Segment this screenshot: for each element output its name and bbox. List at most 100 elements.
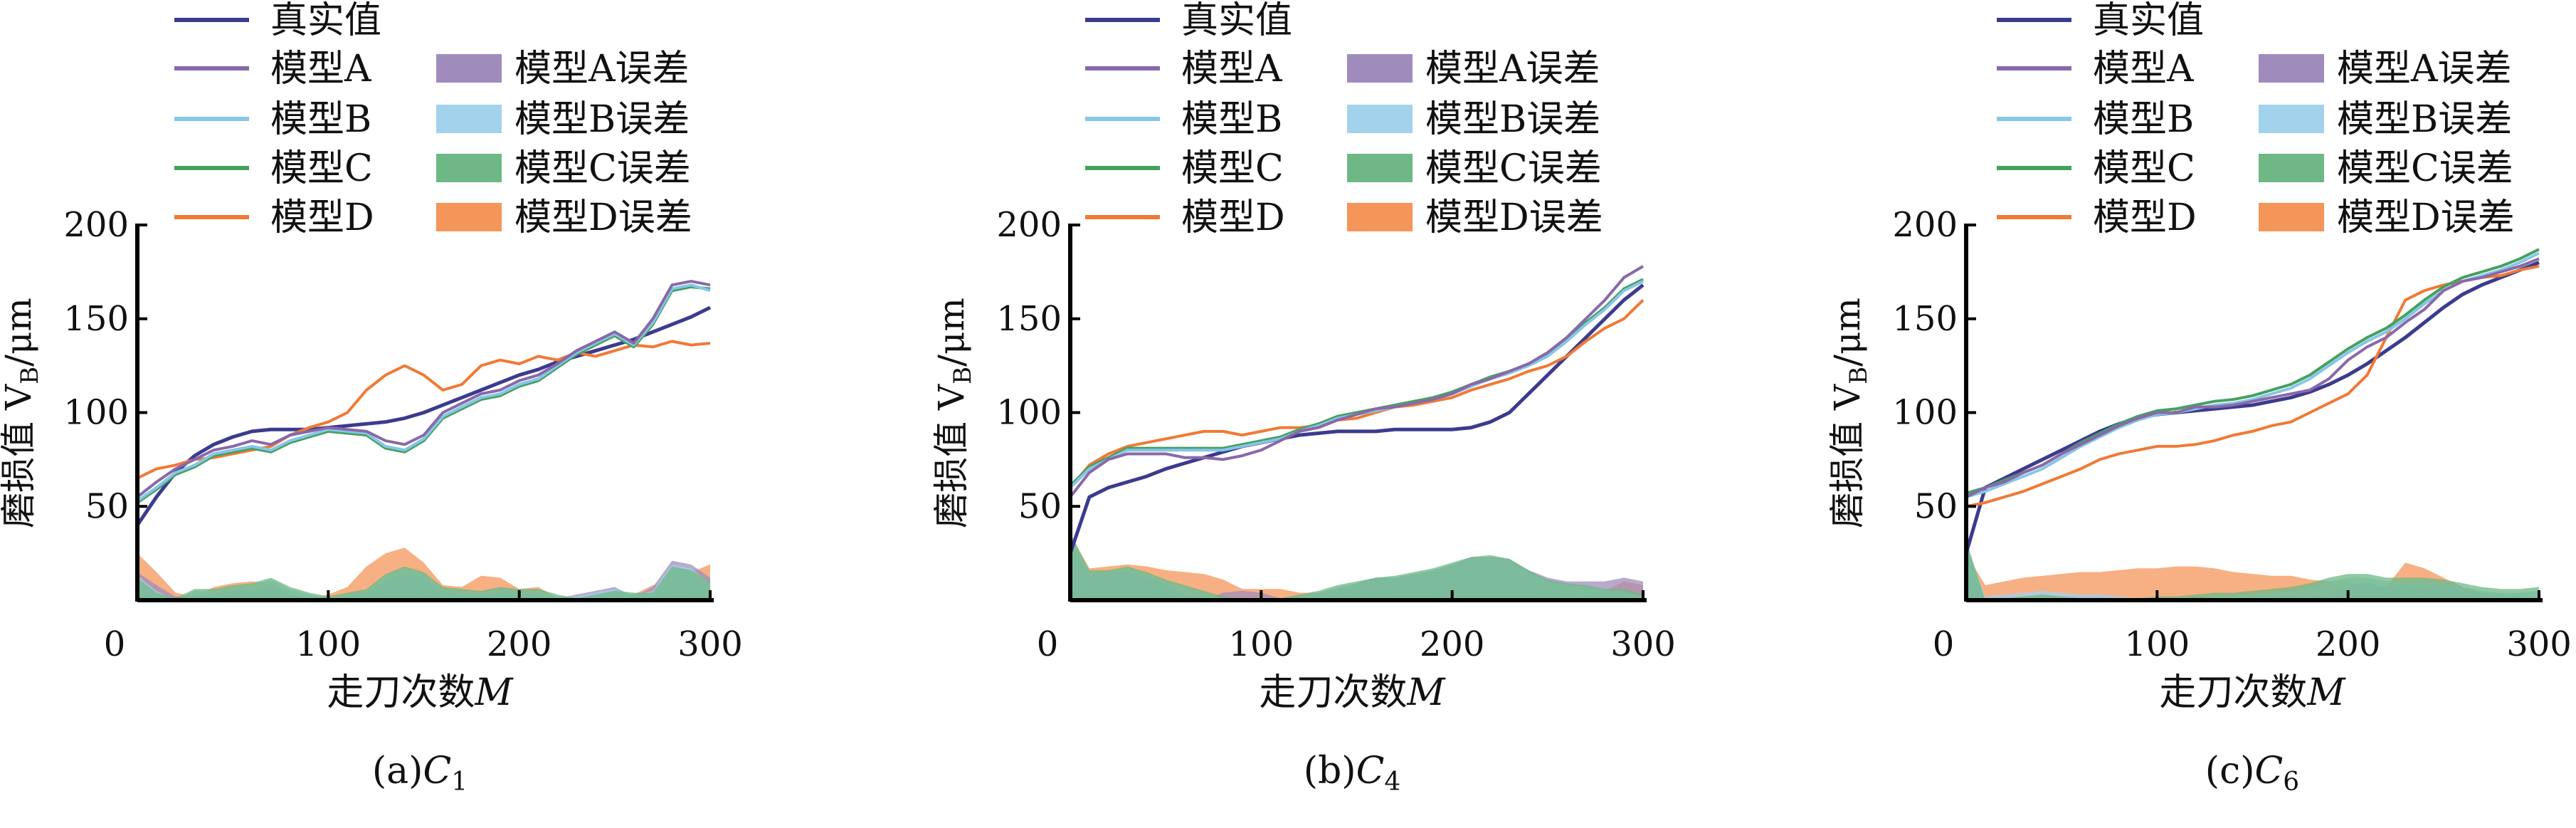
legend-label: 模型C [270, 147, 373, 190]
legend-label: 模型B误差 [514, 98, 690, 141]
legend-patch-B [1347, 105, 1413, 133]
legend-label: 模型A误差 [514, 48, 690, 90]
error-area-C [1070, 533, 1643, 600]
y-tick-label: 150 [63, 299, 129, 339]
x-axis-label: 走刀次数M [2159, 671, 2346, 714]
legend-patch-D [1347, 203, 1413, 231]
x-tick-label: 100 [2125, 624, 2190, 664]
x-tick-label: 0 [1933, 624, 1955, 664]
legend-label: 模型A [2093, 48, 2195, 90]
x-axis-label: 走刀次数M [1259, 671, 1446, 714]
legend-label: 模型C误差 [2337, 147, 2513, 190]
legend-label: 模型B [2093, 98, 2194, 141]
series-line-D [1069, 298, 1645, 489]
y-axis-label: 磨损值 VB/μm [931, 298, 977, 528]
legend-label: 模型A误差 [2337, 48, 2512, 90]
legend-patch-A [1347, 54, 1413, 83]
y-label-text: 磨损值 V [931, 384, 972, 528]
legend-label: 模型B误差 [2337, 98, 2512, 141]
series-line-C [136, 285, 711, 504]
legend-label: 模型C误差 [1425, 147, 1602, 190]
y-tick-label: 50 [85, 486, 129, 526]
y-label-unit: /μm [1827, 298, 1868, 367]
series-line-B [136, 283, 711, 502]
y-axis-label: 磨损值 VB/μm [1827, 298, 1873, 528]
legend-label: 模型A [270, 48, 372, 90]
legend-label: 模型B误差 [1425, 98, 1600, 141]
error-area-C [137, 566, 710, 600]
y-tick-label: 200 [63, 205, 129, 245]
y-label-unit: /μm [931, 298, 972, 367]
legend-label: 模型A [1181, 48, 1283, 90]
series-line-A [136, 280, 711, 498]
subplot-caption: (b)C4 [1304, 750, 1401, 797]
x-tick-label: 100 [1229, 624, 1294, 664]
legend-label: 模型B [1181, 98, 1282, 141]
legend-label: 模型D误差 [1425, 196, 1603, 239]
legend-label: 模型C [2093, 147, 2195, 190]
y-tick-label: 50 [1914, 486, 1958, 526]
series-line-D [137, 340, 711, 480]
legend-label: 模型D [1181, 196, 1285, 239]
legend-label: 模型C误差 [514, 147, 691, 190]
legend-label: 模型D [270, 196, 374, 239]
y-tick-label: 150 [996, 299, 1062, 339]
legend-patch-A [436, 54, 502, 83]
legend-label: 真实值 [270, 0, 381, 42]
legend-label: 真实值 [1181, 0, 1292, 42]
series-line-true [135, 305, 712, 527]
legend-label: 模型D误差 [514, 196, 692, 239]
legend-label: 模型A误差 [1425, 48, 1600, 90]
legend-patch-A [2259, 54, 2324, 83]
x-axis-label: 走刀次数M [327, 671, 514, 714]
legend-patch-B [436, 105, 502, 133]
x-tick-label: 300 [2506, 624, 2572, 664]
error-area-C [1966, 540, 2539, 600]
legend-label: 真实值 [2093, 0, 2204, 42]
legend-label: 模型B [270, 98, 371, 141]
x-tick-label: 0 [1037, 624, 1059, 664]
y-tick-label: 100 [996, 393, 1062, 433]
series-line-A [1965, 257, 2540, 498]
y-tick-label: 200 [996, 205, 1062, 245]
x-tick-label: 200 [487, 624, 552, 664]
series-line-D [1965, 265, 2540, 508]
y-label-text: 磨损值 V [1827, 384, 1868, 528]
y-tick-label: 100 [1892, 393, 1958, 433]
legend-patch-B [2259, 105, 2324, 133]
x-label-text: 走刀次数 [327, 671, 475, 714]
legend-label: 模型D误差 [2337, 196, 2515, 239]
legend-patch-C [436, 154, 502, 182]
y-label-sub: B [16, 367, 44, 384]
y-axis-label: 磨损值 VB/μm [0, 298, 44, 528]
x-label-var: M [2306, 671, 2346, 714]
legend-patch-C [1347, 154, 1413, 182]
x-label-text: 走刀次数 [2159, 671, 2307, 714]
legend-patch-C [2259, 154, 2324, 182]
y-label-text: 磨损值 V [0, 384, 39, 528]
x-tick-label: 0 [104, 624, 126, 664]
legend-label: 模型D [2093, 196, 2197, 239]
x-tick-label: 300 [1610, 624, 1676, 664]
y-label-unit: /μm [0, 298, 39, 367]
legend-patch-D [2259, 203, 2324, 231]
x-label-var: M [474, 671, 514, 714]
series-line-true [1068, 283, 1645, 554]
series-line-true [1964, 261, 2540, 554]
x-tick-label: 200 [1420, 624, 1485, 664]
legend-label: 模型C [1181, 147, 1284, 190]
subplot-caption: (c)C6 [2205, 750, 2299, 797]
x-tick-label: 100 [296, 624, 361, 664]
series-line-A [1069, 265, 1645, 498]
y-label-sub: B [1844, 367, 1873, 384]
x-tick-label: 300 [677, 624, 743, 664]
legend-patch-D [436, 203, 502, 231]
y-tick-label: 200 [1892, 205, 1958, 245]
